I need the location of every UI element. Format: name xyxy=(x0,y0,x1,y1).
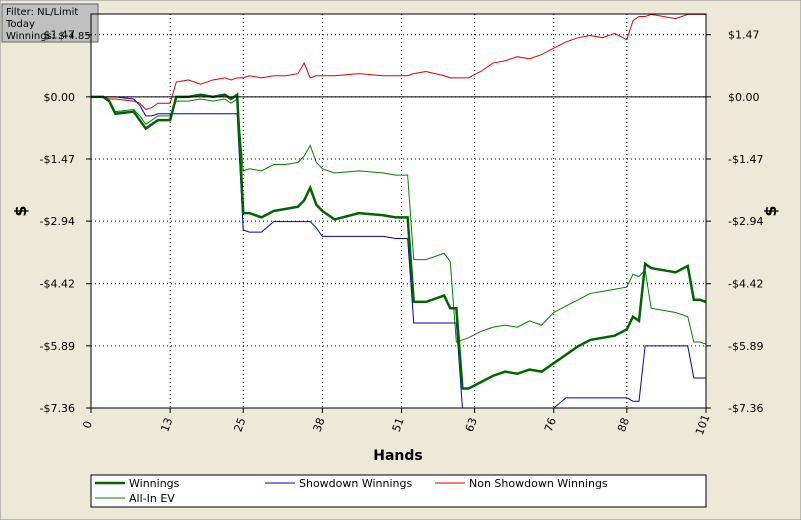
plot-frame xyxy=(90,13,707,409)
x-axis-title: Hands xyxy=(373,448,423,464)
legend-label: Showdown Winnings xyxy=(299,477,413,490)
legend-label: Non Showdown Winnings xyxy=(469,477,608,490)
x-tick-label: 0 xyxy=(80,419,95,430)
series-line xyxy=(91,14,706,111)
legend-label: All-In EV xyxy=(129,492,175,505)
filter-box xyxy=(1,3,99,43)
y-tick-label: -$4.42 xyxy=(40,278,75,291)
plot-area xyxy=(91,14,706,408)
x-tick-label: 51 xyxy=(390,416,407,434)
x-tick-label: 38 xyxy=(311,416,328,434)
y-tick-label: -$5.89 xyxy=(40,340,75,353)
y2-tick-label: -$2.94 xyxy=(728,215,763,228)
y2-axis-title: $ xyxy=(761,205,780,216)
y-tick-label: $0.00 xyxy=(44,91,76,104)
y2-tick-label: $1.47 xyxy=(728,29,760,42)
y-tick-label: $1.47 xyxy=(44,29,76,42)
y2-tick-label: -$4.42 xyxy=(728,278,763,291)
x-tick-label: 25 xyxy=(231,416,248,434)
y2-tick-label: $0.00 xyxy=(728,91,760,104)
y2-tick-label: -$7.36 xyxy=(728,402,763,415)
x-tick-label: 13 xyxy=(158,416,175,434)
y2-tick-label: -$1.47 xyxy=(728,153,763,166)
y2-tick-label: -$5.89 xyxy=(728,340,763,353)
series-line xyxy=(91,96,706,345)
x-tick-label: 63 xyxy=(463,416,480,434)
x-tick-label: 76 xyxy=(542,416,559,434)
legend-label: Winnings xyxy=(129,477,180,490)
y-tick-label: -$1.47 xyxy=(40,153,75,166)
filter-text: Filter: NL/Limit xyxy=(6,7,78,18)
filter-box-bg xyxy=(1,3,99,43)
filter-text: Today xyxy=(5,19,35,30)
y-tick-label: -$7.36 xyxy=(40,402,75,415)
y-tick-label: -$2.94 xyxy=(40,215,75,228)
legend-box xyxy=(90,474,707,508)
x-tick-label: 88 xyxy=(615,416,632,434)
filter-text: Winnings: $-4.85 xyxy=(6,31,91,42)
y-axis-title: $ xyxy=(11,205,30,216)
